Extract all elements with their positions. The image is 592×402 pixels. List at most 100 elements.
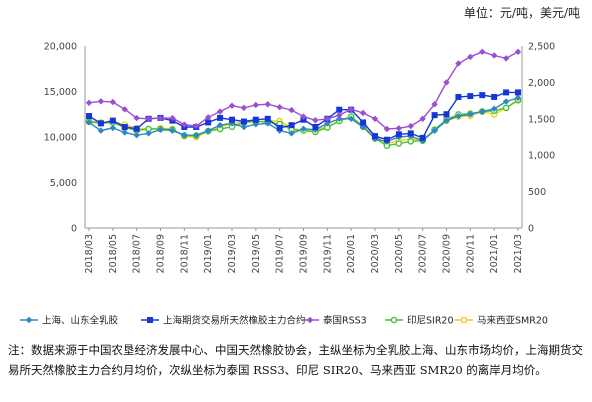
data-point (419, 115, 426, 122)
legend-label: 泰国RSS3 (323, 315, 367, 327)
data-point (336, 115, 343, 122)
legend-item-rss3: 泰国RSS3 (301, 315, 367, 327)
x-tick-label: 2021/01 (489, 234, 500, 273)
data-point (193, 122, 200, 130)
data-point (97, 98, 105, 105)
data-point (121, 106, 128, 113)
data-point (443, 117, 450, 124)
data-point (395, 125, 403, 132)
axes-layer: 0 5,000 10,000 15,000 20,000 0 500 1,000 1,500 2,… (44, 42, 555, 274)
series-layer (85, 48, 522, 150)
data-point (395, 131, 402, 138)
data-point (407, 122, 414, 130)
data-point (147, 317, 153, 323)
data-point (288, 122, 295, 129)
data-point (372, 133, 378, 140)
data-point (145, 130, 152, 137)
y-right-tick-label: 2,500 (528, 42, 555, 53)
data-point (324, 115, 331, 122)
x-tick-label: 2018/05 (108, 234, 119, 273)
legend-item-sir20: 印尼SIR20 (385, 315, 454, 327)
data-point (109, 98, 117, 106)
y-left-tick-label: 10,000 (44, 133, 77, 144)
x-tick-label: 2020/09 (442, 234, 453, 273)
x-tick-label: 2018/09 (156, 234, 167, 273)
data-point (133, 125, 140, 132)
x-tick-label: 2020/01 (346, 234, 357, 273)
data-point (336, 106, 343, 113)
data-point (371, 115, 379, 122)
data-point (240, 118, 247, 125)
data-point (347, 115, 355, 122)
data-point (169, 114, 176, 122)
data-point (25, 316, 33, 324)
data-point (276, 124, 283, 131)
legend-label: 印尼SIR20 (407, 315, 454, 327)
data-point (276, 103, 283, 111)
y-left-tick-label: 20,000 (44, 42, 77, 53)
data-point (383, 125, 391, 133)
data-point (467, 93, 474, 100)
data-point (503, 89, 510, 96)
data-point (181, 131, 188, 139)
data-point (109, 124, 117, 132)
data-point (515, 89, 521, 96)
data-point (407, 130, 414, 137)
data-point (431, 101, 438, 108)
data-point (181, 121, 188, 128)
data-point (97, 120, 104, 127)
data-point (395, 140, 403, 147)
series-shanghai_shandong (85, 94, 522, 145)
data-point (121, 129, 128, 136)
y-right-tick-label: 0 (528, 224, 534, 235)
data-point (157, 126, 164, 133)
data-point (455, 60, 462, 67)
series-line (88, 99, 519, 147)
y-left-tick-label: 15,000 (44, 87, 77, 98)
data-point (455, 93, 462, 100)
data-point (502, 104, 510, 112)
series-rss3 (85, 48, 522, 133)
data-point (157, 114, 164, 122)
x-tick-label: 2018/03 (84, 234, 95, 273)
data-point (205, 119, 212, 126)
data-point (145, 115, 152, 122)
data-point (252, 116, 259, 123)
legend-label: 上海期货交易所天然橡胶主力合约 (163, 315, 306, 327)
x-tick-label: 2019/11 (322, 234, 333, 273)
data-point (419, 134, 426, 141)
y-right-tick-label: 1,000 (528, 151, 555, 162)
data-point (360, 119, 367, 126)
line-chart: 0 5,000 10,000 15,000 20,000 0 500 1,000 1,500 2,… (20, 42, 555, 327)
data-point (217, 114, 224, 121)
x-tick-label: 2019/01 (203, 234, 214, 273)
x-tick-label: 2020/03 (370, 234, 381, 273)
data-point (479, 108, 486, 115)
x-tick-label: 2020/07 (418, 234, 429, 273)
data-point (490, 105, 498, 112)
x-tick-label: 2019/03 (227, 234, 238, 273)
data-point (312, 117, 319, 124)
data-point (240, 123, 248, 131)
data-point (383, 136, 390, 143)
data-point (502, 98, 510, 105)
data-point (479, 92, 486, 99)
y-right-tick-label: 500 (528, 187, 546, 198)
data-point (491, 93, 498, 100)
data-point (216, 121, 224, 129)
data-point (300, 113, 307, 120)
data-point (109, 117, 116, 124)
series-sir20 (85, 96, 522, 150)
y-left-tick-label: 5,000 (50, 178, 77, 189)
footnote: 注：数据来源于中国农垦经济发展中心、中国天然橡胶协会，主纵坐标为全乳胶上海、山东… (8, 343, 583, 377)
data-point (85, 99, 93, 106)
y-right-tick-label: 1,500 (528, 114, 555, 125)
data-point (228, 102, 236, 109)
x-tick-label: 2021/03 (513, 234, 524, 273)
legend-item-smr20: 马来西亚SMR20 (455, 316, 548, 327)
x-tick-label: 2018/07 (132, 234, 143, 273)
data-point (240, 104, 248, 112)
data-point (85, 119, 93, 126)
data-point (204, 114, 212, 121)
data-point (300, 125, 307, 133)
